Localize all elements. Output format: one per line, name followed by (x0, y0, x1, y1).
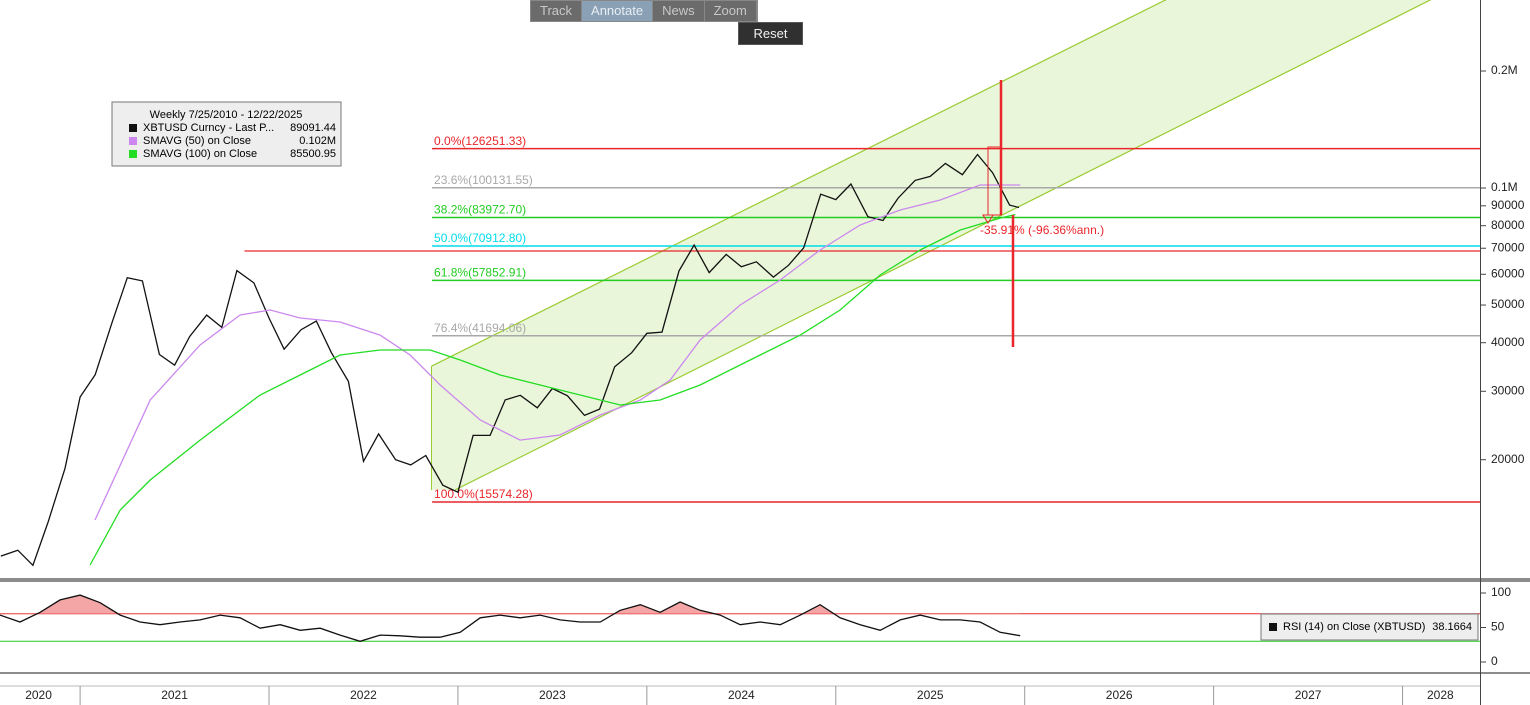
x-tick-label: 2027 (1295, 688, 1322, 702)
channel-fill (431, 0, 1431, 490)
x-tick-label: 2021 (161, 688, 188, 702)
channel-line (454, 0, 1432, 491)
fib-label: 61.8%(57852.91) (434, 266, 526, 280)
overbought-area (37, 595, 834, 614)
fib-label: 50.0%(70912.80) (434, 231, 526, 245)
toolbar: Track Annotate News Zoom (530, 0, 758, 22)
legend-value: 0.102M (299, 135, 336, 147)
legend-value: 89091.44 (290, 122, 336, 134)
x-tick-label: 2028 (1427, 688, 1454, 702)
legend-value: 38.1664 (1432, 621, 1472, 633)
y-tick-label: 30000 (1491, 383, 1525, 397)
news-button[interactable]: News (653, 1, 705, 21)
rsi-legend: RSI (14) on Close (XBTUSD) 38.1664 (1260, 613, 1479, 641)
annotate-button[interactable]: Annotate (582, 1, 654, 21)
zoom-button[interactable]: Zoom (705, 1, 757, 21)
legend: Weekly 7/25/2010 - 12/22/2025 XBTUSD Cur… (111, 101, 342, 167)
legend-box (111, 101, 342, 167)
y-tick-label: 0.2M (1491, 63, 1518, 77)
legend-swatch (129, 137, 137, 145)
channel-line (431, 0, 1167, 367)
y-tick-label: 70000 (1491, 240, 1525, 254)
legend-swatch (129, 124, 137, 132)
legend-swatch (129, 150, 137, 158)
reset-button[interactable]: Reset (738, 22, 803, 45)
series-line (94, 184, 1021, 521)
legend-label: RSI (14) on Close (XBTUSD) (1283, 621, 1425, 633)
fib-label: 100.0%(15574.28) (434, 487, 533, 501)
y-tick-label: 100 (1491, 585, 1511, 599)
annotation: -35.91% (-96.36%ann.) (980, 223, 1104, 237)
legend-title: Weekly 7/25/2010 - 12/22/2025 (150, 109, 303, 121)
rsi-panel (0, 594, 1480, 642)
y-tick-label: 40000 (1491, 335, 1525, 349)
measure-box (987, 146, 1002, 216)
legend-box (1260, 613, 1479, 641)
fib-label: 23.6%(100131.55) (434, 173, 533, 187)
measure-annotation (982, 80, 1015, 347)
panel-divider (0, 578, 1530, 582)
x-tick-label: 2023 (539, 688, 566, 702)
legend-swatch (1269, 623, 1277, 631)
y-tick-label: 50000 (1491, 297, 1525, 311)
x-tick-label: 2025 (917, 688, 944, 702)
y-tick-label: 90000 (1491, 198, 1525, 212)
track-button[interactable]: Track (531, 1, 583, 21)
y-tick-label: 0.1M (1491, 180, 1518, 194)
x-tick-label: 2026 (1106, 688, 1133, 702)
x-tick-label: 2024 (728, 688, 755, 702)
fib-label: 76.4%(41694.06) (434, 321, 526, 335)
y-tick-label: 20000 (1491, 452, 1525, 466)
y-tick-label: 0 (1491, 654, 1498, 668)
fib-label: 38.2%(83972.70) (434, 203, 526, 217)
legend-label: SMAVG (50) on Close (143, 135, 251, 147)
series-line (89, 213, 1016, 566)
y-tick-label: 80000 (1491, 218, 1525, 232)
fib-label: 0.0%(126251.33) (434, 134, 526, 148)
panel-divider (0, 672, 1530, 674)
legend-value: 85500.95 (290, 148, 336, 160)
x-tick-label: 2020 (25, 688, 52, 702)
price-panel: 0.0%(126251.33) 23.6%(100131.55) 38.2%(839… (0, 0, 1480, 567)
x-tick-label: 2022 (350, 688, 377, 702)
y-tick-label: 60000 (1491, 266, 1525, 280)
series-line (0, 594, 1021, 642)
legend-label: SMAVG (100) on Close (143, 148, 257, 160)
series-line (0, 153, 1020, 567)
legend-label: XBTUSD Curncy - Last P... (143, 122, 274, 134)
measure-arrow (982, 214, 994, 224)
y-tick-label: 50 (1491, 620, 1505, 634)
